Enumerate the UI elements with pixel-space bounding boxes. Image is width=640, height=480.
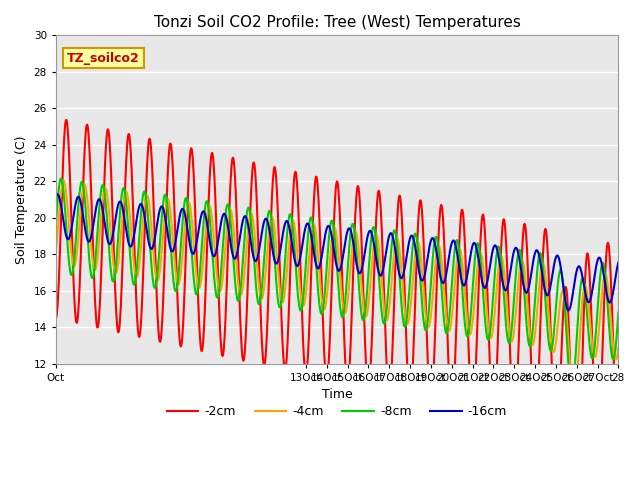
-8cm (174, 276, 182, 281)
-2cm (556, 391, 564, 397)
-16cm (470, 240, 478, 246)
-16cm (174, 222, 182, 228)
Line: -2cm: -2cm (56, 120, 618, 480)
-4cm (470, 301, 478, 307)
Line: -4cm: -4cm (56, 181, 618, 396)
-4cm (614, 345, 622, 351)
Text: TZ_soilco2: TZ_soilco2 (67, 52, 140, 65)
Line: -8cm: -8cm (56, 179, 618, 389)
Legend: -2cm, -4cm, -8cm, -16cm: -2cm, -4cm, -8cm, -16cm (162, 400, 512, 423)
-2cm (382, 345, 390, 350)
-2cm (174, 312, 182, 317)
-16cm (614, 260, 622, 265)
-2cm (52, 315, 60, 321)
-16cm (52, 194, 60, 200)
X-axis label: Time: Time (322, 388, 353, 401)
-4cm (382, 316, 390, 322)
-2cm (63, 117, 70, 123)
-4cm (556, 303, 564, 309)
Line: -16cm: -16cm (56, 194, 618, 311)
-8cm (241, 238, 248, 243)
-16cm (54, 192, 61, 197)
-4cm (241, 271, 248, 276)
-8cm (382, 313, 390, 319)
-2cm (470, 396, 478, 402)
-8cm (52, 222, 60, 228)
-16cm (556, 259, 564, 264)
-16cm (410, 238, 418, 243)
-2cm (614, 443, 622, 449)
-16cm (241, 214, 248, 219)
-16cm (564, 308, 572, 313)
-8cm (556, 268, 564, 274)
-4cm (174, 281, 182, 287)
-4cm (52, 248, 60, 254)
-4cm (570, 393, 578, 398)
-8cm (614, 310, 622, 315)
-8cm (470, 264, 478, 269)
-8cm (568, 386, 575, 392)
-4cm (60, 178, 68, 184)
-2cm (241, 354, 248, 360)
-8cm (410, 234, 418, 240)
-8cm (57, 176, 65, 181)
-16cm (382, 251, 390, 256)
-4cm (410, 264, 418, 269)
Y-axis label: Soil Temperature (C): Soil Temperature (C) (15, 135, 28, 264)
Title: Tonzi Soil CO2 Profile: Tree (West) Temperatures: Tonzi Soil CO2 Profile: Tree (West) Temp… (154, 15, 520, 30)
-2cm (410, 334, 418, 339)
